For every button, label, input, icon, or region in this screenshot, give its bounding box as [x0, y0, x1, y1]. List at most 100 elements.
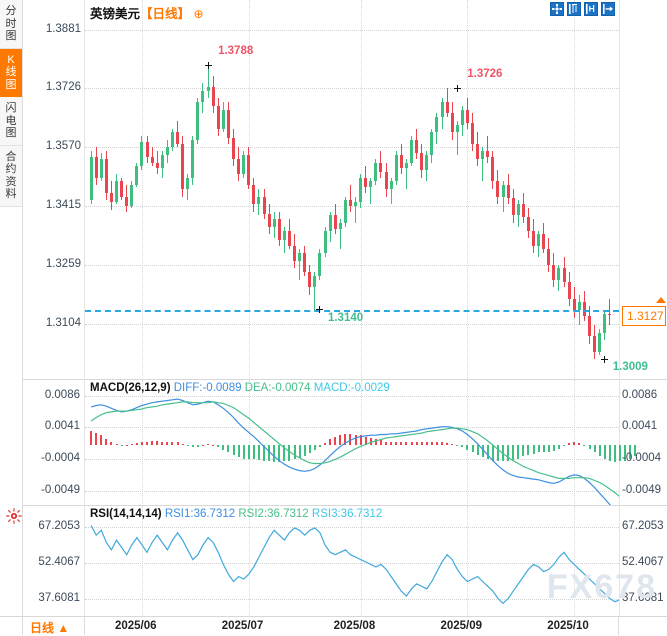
candle: [506, 0, 510, 378]
candle: [181, 0, 185, 378]
macd-histogram-bar: [252, 445, 255, 460]
sidebar-item-char: 图: [5, 127, 17, 139]
candle-body: [277, 219, 281, 241]
macd-histogram-bar: [115, 444, 118, 446]
brightness-icon[interactable]: [6, 508, 22, 524]
candle: [588, 0, 591, 378]
candle: [94, 0, 98, 378]
macd-histogram-bar: [456, 445, 459, 447]
gridline-vertical: [467, 0, 469, 378]
candle: [491, 0, 495, 378]
sidebar-item-char: K: [7, 53, 15, 66]
candle-body: [298, 253, 302, 261]
candle: [435, 0, 439, 378]
macd-histogram-bar: [410, 442, 413, 446]
crosshair-icon[interactable]: ⊕: [193, 7, 204, 21]
candle-body: [425, 154, 429, 171]
rsi1-value: RSI1:36.7312: [164, 508, 236, 520]
candle-body: [476, 143, 480, 159]
macd-histogram-bar: [583, 445, 586, 447]
period-label: 【日线】: [140, 7, 191, 21]
candle-body: [196, 102, 200, 140]
macd-histogram-bar: [568, 443, 571, 446]
candle-body: [471, 122, 475, 144]
gridline-vertical: [574, 506, 576, 618]
rsi-plot[interactable]: [84, 506, 620, 618]
candle-body: [399, 154, 403, 169]
candlestick-plot[interactable]: 1.3788 1.3726 1.3140 1.3009: [84, 0, 648, 378]
sidebar-item-timeline[interactable]: 分时图: [0, 0, 22, 49]
gridline-horizontal: [85, 147, 619, 149]
price-axis-label-left: 1.3259: [45, 257, 81, 270]
candle-body: [516, 204, 520, 216]
candle-body: [201, 90, 205, 103]
sidebar-item-char: 约: [5, 163, 17, 175]
macd-histogram-bar: [496, 445, 499, 462]
expand-right-icon[interactable]: [601, 2, 615, 16]
macd-axis-label: 0.0086: [44, 388, 80, 401]
candle: [537, 0, 541, 378]
macd-histogram-bar: [563, 445, 566, 447]
macd-axis-label: 0.0041: [44, 420, 80, 433]
candle-body: [420, 153, 424, 171]
candle: [170, 0, 174, 378]
gridline-horizontal: [85, 29, 619, 31]
candle: [440, 0, 444, 378]
macd-histogram-bar: [303, 445, 306, 456]
candle-body: [486, 151, 490, 157]
candle-body: [191, 139, 195, 178]
gridline-horizontal: [85, 527, 619, 529]
gridline-vertical: [141, 0, 143, 378]
macd-histogram-bar: [593, 445, 596, 453]
candle: [608, 0, 612, 378]
candle: [160, 0, 164, 378]
sidebar-item-char: 资: [5, 175, 17, 188]
symbol-name: 英镑美元: [90, 7, 141, 21]
price-axis-label-left: 1.3104: [45, 316, 81, 329]
price-axis-label-left: 1.3726: [45, 81, 81, 94]
candle-body: [343, 200, 347, 223]
macd-histogram-bar: [552, 445, 555, 452]
candle-body: [572, 298, 576, 310]
fit-chart-icon[interactable]: [550, 2, 564, 16]
macd-histogram-bar: [151, 440, 154, 446]
candle: [542, 0, 546, 378]
macd-histogram-bar: [105, 438, 108, 446]
candle-body: [557, 268, 561, 280]
period-toggle-button[interactable]: 日线 ▲: [30, 621, 70, 635]
candle-wick: [151, 147, 153, 167]
candle-wick: [207, 65, 209, 99]
macd-histogram-bar: [232, 445, 235, 456]
candle: [323, 0, 327, 378]
measure-left-icon[interactable]: [584, 2, 598, 16]
candle: [196, 0, 200, 378]
macd-plot[interactable]: [84, 380, 637, 506]
bottom-axis-bar: 日线 ▲ 2025/06 2025/07 2025/08 2025/09 2025/10: [0, 616, 667, 635]
macd-axis-label: 0.0041: [622, 420, 658, 433]
gridline-vertical: [248, 506, 250, 618]
candle: [481, 0, 485, 378]
current-price-tag[interactable]: 1.3127: [622, 305, 666, 326]
gridline-horizontal: [85, 459, 619, 461]
macd-histogram-bar: [161, 441, 164, 446]
macd-histogram-bar: [441, 442, 444, 446]
date-axis-label: 2025/10: [547, 620, 589, 632]
candle: [547, 0, 551, 378]
candle-wick: [283, 226, 285, 254]
measure-vertical-icon[interactable]: [567, 2, 581, 16]
candle: [216, 0, 220, 378]
macd-histogram-bar: [191, 445, 194, 448]
macd-histogram-bar: [212, 445, 215, 447]
candle: [364, 0, 368, 378]
macd-histogram-bar: [329, 439, 332, 446]
macd-macd-value: MACD:-0.0029: [313, 382, 390, 394]
sidebar-item-contract-info[interactable]: 合约资料: [0, 145, 22, 207]
sidebar-item-lightning[interactable]: 闪电图: [0, 97, 22, 146]
macd-histogram-bar: [613, 445, 616, 463]
macd-histogram-bar: [318, 445, 321, 447]
candle-body: [445, 102, 449, 114]
macd-histogram-bar: [217, 445, 220, 448]
sidebar-item-char: 分: [5, 5, 17, 17]
candle: [226, 0, 230, 378]
